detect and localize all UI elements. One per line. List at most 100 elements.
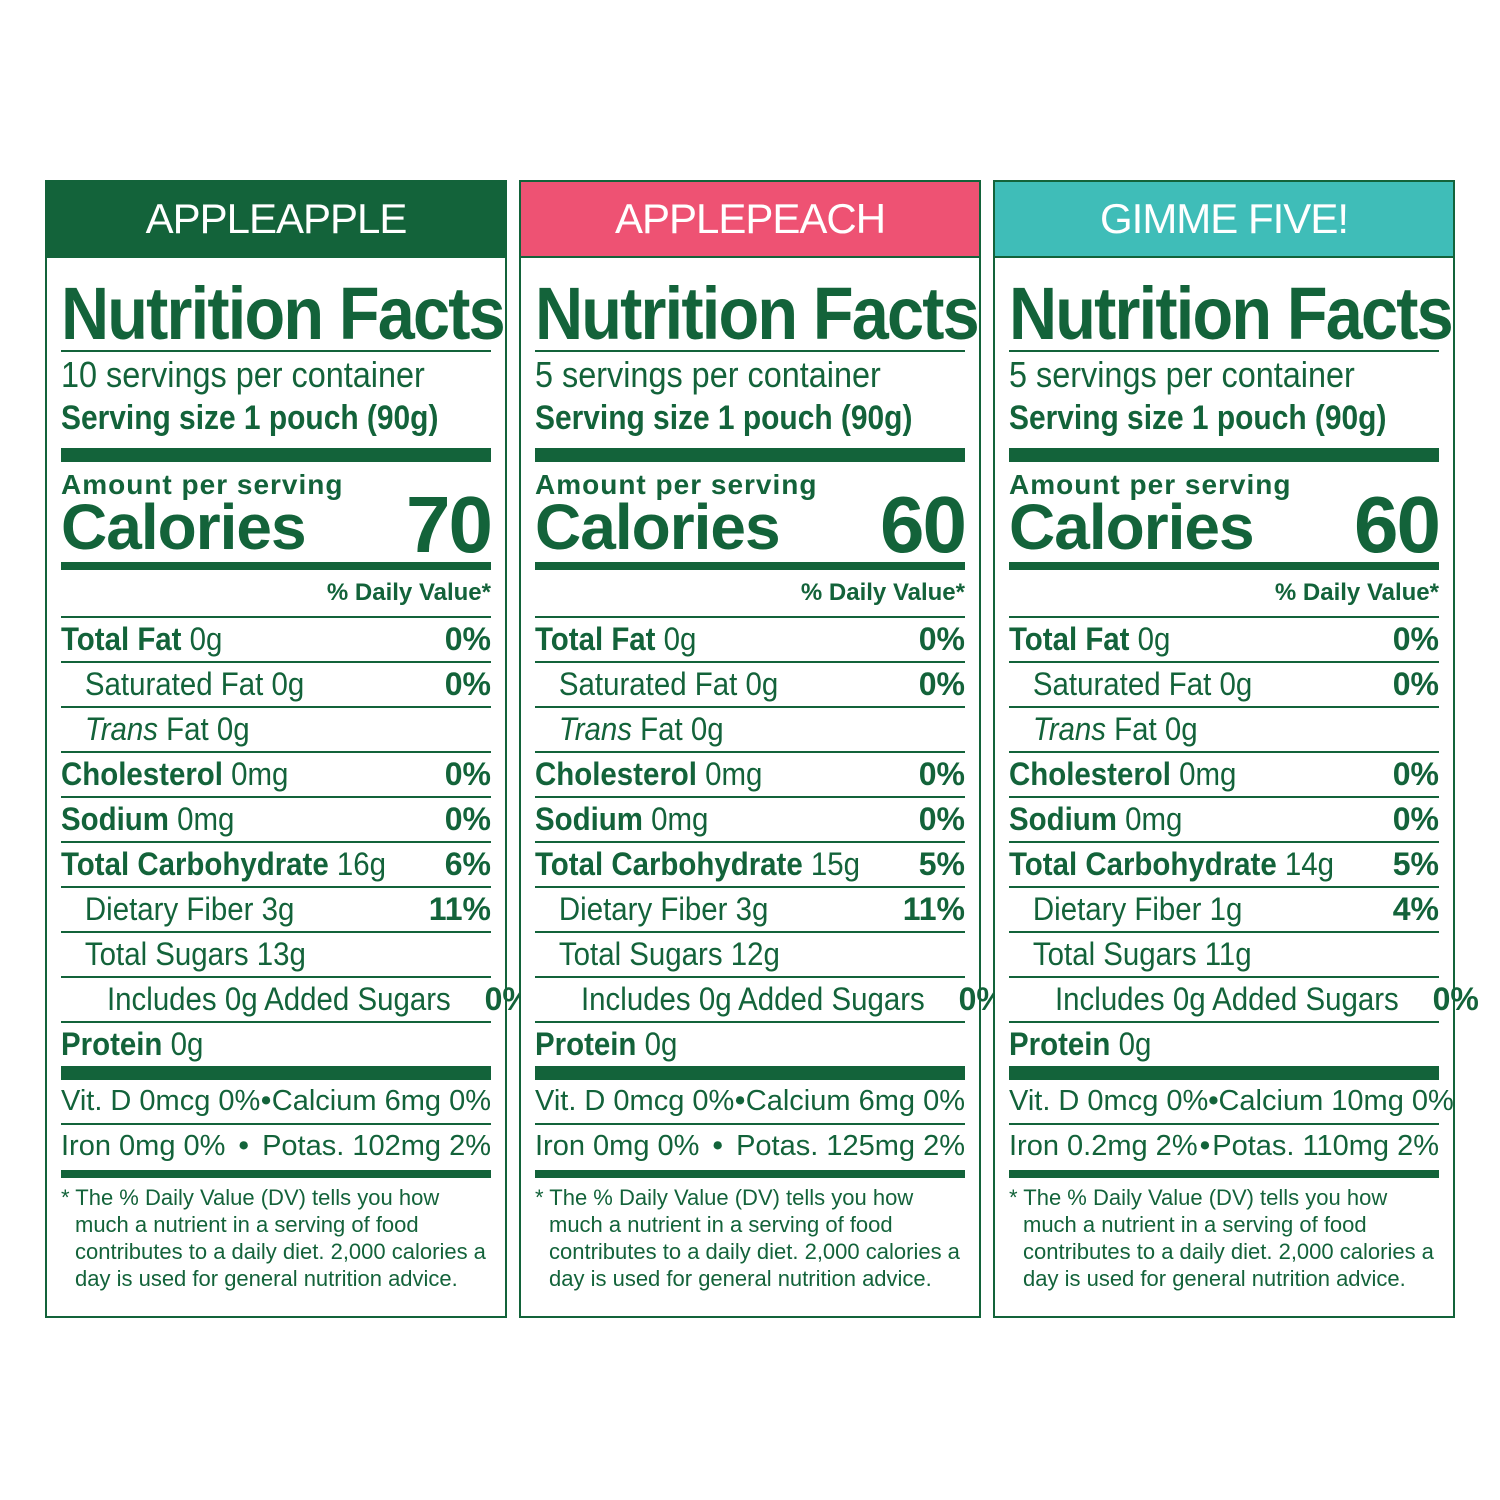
nutrient-name: Total Carbohydrate [61, 846, 329, 882]
calories-label: Calories [61, 491, 307, 563]
divider [61, 350, 491, 352]
servings-per-container: 5 servings per container [1009, 354, 1355, 395]
trans-fat-row: Trans Fat 0g [61, 706, 491, 751]
nutrient-percent: 0% [918, 621, 965, 657]
nutrient-amount: 0g [170, 1026, 204, 1062]
added-sugars-row: Includes 0g Added Sugars 0% [535, 976, 1005, 1021]
nutrient-name: Protein [535, 1026, 637, 1062]
bullet: • [1199, 1130, 1210, 1162]
servings-per-container: 5 servings per container [535, 354, 881, 395]
nutrient-name: Cholesterol [535, 756, 697, 792]
protein-row: Protein 0g [61, 1021, 491, 1066]
vitamin-d: Vit. D 0mcg 0% [1009, 1085, 1209, 1117]
nutrient-name: Cholesterol [61, 756, 223, 792]
trans-fat-row: Trans Fat 0g [535, 706, 965, 751]
fiber-row: Dietary Fiber 3g 11% [535, 886, 965, 931]
nutrient-percent: 5% [1392, 846, 1439, 882]
sugars-row: Total Sugars 11g [1009, 931, 1439, 976]
thick-divider [535, 1066, 965, 1080]
mineral-row: Iron 0.2mg 2% • Potas. 110mg 2% [1009, 1123, 1439, 1168]
potassium: Potas. 125mg 2% [736, 1130, 965, 1162]
nutrient-amount: Fat 0g [166, 711, 250, 747]
nutrient-amount: 0g [1118, 1026, 1152, 1062]
calcium: Calcium 6mg 0% [745, 1085, 965, 1117]
sodium-row: Sodium 0mg 0% [535, 796, 965, 841]
cholesterol-row: Cholesterol 0mg 0% [61, 751, 491, 796]
vitamin-row: Vit. D 0mcg 0% • Calcium 6mg 0% [61, 1080, 491, 1123]
thick-divider [535, 448, 965, 462]
thick-divider [61, 1066, 491, 1080]
nutrient-amount: 0g [644, 1026, 678, 1062]
nutrient-amount: 0g [663, 621, 697, 657]
nutrient-percent: 11% [902, 891, 965, 927]
nutrient-percent: 6% [444, 846, 491, 882]
nutrient-percent: 0% [918, 756, 965, 792]
nutrition-label: Nutrition Facts 5 servings per container… [995, 272, 1479, 1292]
sugars-row: Total Sugars 12g [535, 931, 965, 976]
nutrient-name: Total Fat [1009, 621, 1130, 657]
nutrient-name: Includes 0g Added Sugars [107, 981, 451, 1017]
vitamin-row: Vit. D 0mcg 0% • Calcium 6mg 0% [535, 1080, 965, 1123]
nutrient-name: Includes 0g Added Sugars [1055, 981, 1399, 1017]
flavor-banner: APPLEPEACH [521, 182, 979, 258]
nutrient-amount: 15g [810, 846, 861, 882]
mineral-row: Iron 0mg 0% • Potas. 102mg 2% [61, 1123, 491, 1168]
nutrient-percent: 0% [1432, 981, 1479, 1017]
nutrition-facts-title: Nutrition Facts [1009, 272, 1454, 355]
total-fat-row: Total Fat 0g 0% [535, 616, 965, 661]
amount-per-serving: Amount per serving [1009, 469, 1292, 500]
calories-label: Calories [1009, 491, 1255, 563]
trans-fat-row: Trans Fat 0g [1009, 706, 1439, 751]
nutrient-percent: 0% [1392, 621, 1439, 657]
nutrient-amount: 0mg [705, 756, 763, 792]
iron: Iron 0mg 0% [535, 1130, 700, 1162]
nutrition-panel-appleapple: APPLEAPPLE Nutrition Facts 10 servings p… [45, 180, 531, 1318]
nutrient-name: Dietary Fiber 1g [1032, 891, 1243, 927]
added-sugars-row: Includes 0g Added Sugars 0% [1009, 976, 1479, 1021]
nutrition-facts-title: Nutrition Facts [535, 272, 980, 355]
nutrient-percent: 5% [918, 846, 965, 882]
nutrient-name: Trans [558, 711, 632, 747]
calories-label: Calories [535, 491, 781, 563]
sodium-row: Sodium 0mg 0% [61, 796, 491, 841]
calories-row: Calories 60 [1009, 485, 1441, 565]
calories-value: 70 [406, 480, 493, 569]
nutrient-name: Sodium [61, 801, 169, 837]
iron: Iron 0.2mg 2% [1009, 1130, 1198, 1162]
flavor-banner: GIMME FIVE! [995, 182, 1453, 258]
saturated-fat-row: Saturated Fat 0g 0% [61, 661, 491, 706]
footnote: * The % Daily Value (DV) tells you how m… [535, 1185, 960, 1291]
bullet: • [734, 1085, 746, 1117]
added-sugars-row: Includes 0g Added Sugars 0% [61, 976, 531, 1021]
serving-size: Serving size 1 pouch (90g) [61, 399, 439, 437]
total-fat-row: Total Fat 0g 0% [1009, 616, 1439, 661]
calcium: Calcium 10mg 0% [1218, 1085, 1454, 1117]
nutrient-percent: 0% [1392, 801, 1439, 837]
medium-divider [61, 1170, 491, 1178]
vitamin-d: Vit. D 0mcg 0% [535, 1085, 735, 1117]
nutrition-panel-gimme-five: GIMME FIVE! Nutrition Facts 5 servings p… [993, 180, 1479, 1318]
protein-row: Protein 0g [535, 1021, 965, 1066]
protein-row: Protein 0g [1009, 1021, 1439, 1066]
calories-value: 60 [880, 480, 967, 569]
potassium: Potas. 102mg 2% [262, 1130, 491, 1162]
sodium-row: Sodium 0mg 0% [1009, 796, 1439, 841]
daily-value-header: % Daily Value* [326, 579, 491, 606]
nutrient-name: Total Sugars 11g [1032, 936, 1252, 972]
nutrient-name: Dietary Fiber 3g [558, 891, 769, 927]
divider [535, 350, 965, 352]
nutrient-percent: 0% [444, 666, 491, 702]
calories-row: Calories 60 [535, 480, 967, 569]
nutrient-name: Protein [61, 1026, 163, 1062]
potassium: Potas. 110mg 2% [1212, 1130, 1439, 1162]
nutrient-name: Total Carbohydrate [535, 846, 803, 882]
nutrient-amount: 14g [1284, 846, 1335, 882]
nutrient-name: Sodium [535, 801, 643, 837]
carbohydrate-row: Total Carbohydrate 15g 5% [535, 841, 965, 886]
nutrient-amount: 0mg [1179, 756, 1237, 792]
medium-divider [535, 562, 965, 570]
nutrient-name: Trans [1032, 711, 1106, 747]
amount-per-serving: Amount per serving [61, 469, 344, 500]
nutrient-name: Cholesterol [1009, 756, 1171, 792]
nutrient-percent: 11% [428, 891, 491, 927]
